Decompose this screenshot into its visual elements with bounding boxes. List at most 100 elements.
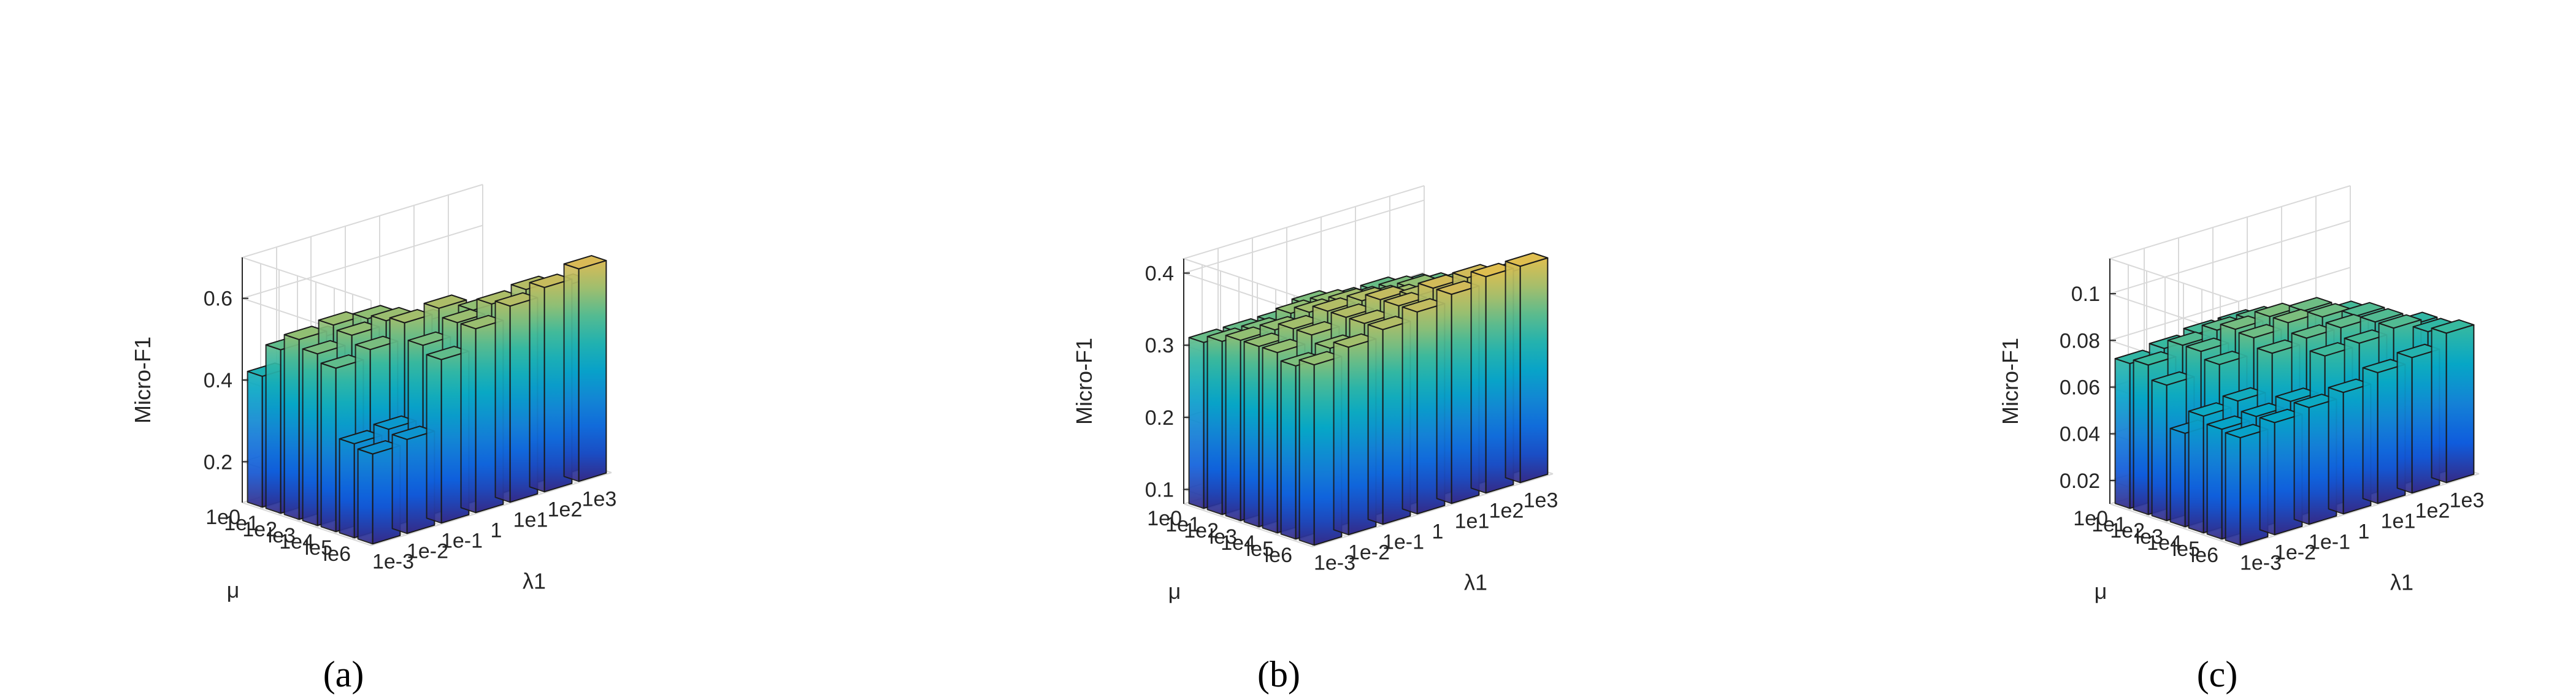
bar-top <box>460 314 504 330</box>
bar-top <box>2362 359 2406 373</box>
bar3d-chart-c: 0.020.040.060.080.11e01e11e2le31e4le5le6… <box>1998 185 2485 694</box>
bar-top <box>2359 308 2404 323</box>
bar-top <box>1470 262 1514 278</box>
gridline <box>2107 185 2351 302</box>
bar-top <box>2204 351 2248 365</box>
z-tick-label: 0.04 <box>2060 423 2100 446</box>
x-tick-label: 1e-1 <box>441 530 483 553</box>
z-tick-label: 0.3 <box>1145 334 1174 357</box>
bar-top <box>2167 331 2211 346</box>
z-tick-label: 0.6 <box>204 287 232 311</box>
bar-face <box>2396 352 2413 494</box>
bar-top <box>1365 286 1409 300</box>
bar-top <box>529 273 573 288</box>
bar-face <box>357 448 374 545</box>
y-tick-label: 1e1 <box>224 512 259 535</box>
bar-top <box>283 325 328 340</box>
bar-top <box>1330 303 1374 318</box>
z-tick-label: 0.08 <box>2060 329 2100 352</box>
bar-top <box>1401 298 1446 313</box>
bar-face <box>1298 359 1315 546</box>
x-tick-label: 1e-3 <box>372 550 414 574</box>
z-tick-label: 0.2 <box>1145 406 1174 430</box>
bar-top <box>1243 332 1287 348</box>
bar-top <box>1225 326 1269 341</box>
z-axis-label: Micro-F1 <box>1071 338 1097 425</box>
bar-face <box>1401 306 1418 515</box>
z-tick-label: 0.1 <box>1145 478 1174 501</box>
x-tick-label: 1e-3 <box>1314 552 1355 575</box>
z-tick-label: 0.02 <box>2060 470 2100 493</box>
bar-top <box>2344 329 2388 344</box>
x-tick-label: 1e3 <box>2450 489 2485 512</box>
bar-top <box>339 430 383 444</box>
bar-top <box>2275 387 2319 402</box>
bar-top <box>1367 316 1411 330</box>
bar-face <box>1333 341 1349 536</box>
bar-top <box>2220 315 2264 330</box>
bar-face <box>1243 341 1260 528</box>
z-tick-label: 0.06 <box>2060 376 2100 400</box>
bar-face <box>1367 324 1384 525</box>
bar <box>563 255 607 482</box>
bar-top <box>2293 394 2337 408</box>
x-tick-label: 1e-1 <box>1382 531 1424 554</box>
bar-face <box>2151 379 2168 522</box>
x-tick-label: 1e3 <box>582 488 617 511</box>
bar <box>1505 252 1549 484</box>
y-axis-label: μ <box>2095 579 2107 604</box>
bar-top <box>1298 351 1343 366</box>
bar-face <box>302 348 318 527</box>
bar-top <box>2272 308 2317 324</box>
y-tick-label: le6 <box>323 542 351 566</box>
gridline <box>242 502 372 546</box>
y-tick-label: 1e2 <box>2110 519 2145 542</box>
x-tick-label: 1e2 <box>2415 500 2450 523</box>
bar-top <box>2396 343 2440 359</box>
bar-top <box>2341 302 2385 317</box>
figure-caption: (a) <box>323 654 364 694</box>
y-tick-label: 1e1 <box>1165 513 1200 536</box>
bar-top <box>2241 402 2285 417</box>
y-tick-label: 1e2 <box>242 518 277 541</box>
bar-face <box>494 300 511 503</box>
y-tick-label: le3 <box>268 524 296 547</box>
bar-face <box>2114 358 2131 509</box>
figure-caption: (b) <box>1257 654 1300 694</box>
gridline <box>370 472 612 546</box>
bar-face <box>1470 271 1487 494</box>
bar-top <box>423 294 467 309</box>
bar-top <box>2206 415 2250 430</box>
bar-face <box>1505 261 1521 484</box>
bar-face <box>578 260 607 482</box>
figure-caption: (c) <box>2197 654 2238 694</box>
bar-face <box>1262 347 1278 534</box>
bar-top <box>1383 292 1427 306</box>
bar-top <box>2225 424 2269 439</box>
bar-top <box>1296 321 1340 336</box>
bar-face <box>320 362 337 533</box>
bar-top <box>2151 371 2195 386</box>
bar-top <box>2238 324 2282 339</box>
x-axis-label: λ1 <box>1464 570 1487 595</box>
bar-top <box>2378 314 2422 329</box>
y-tick-label: le5 <box>2172 538 2200 561</box>
y-tick-label: le3 <box>1209 525 1237 549</box>
bar-face <box>283 333 300 520</box>
bar-top <box>2288 297 2333 312</box>
x-tick-label: 1e-2 <box>407 540 448 563</box>
bar-top <box>320 354 364 369</box>
bar-face <box>265 344 282 514</box>
bar-top <box>336 321 380 336</box>
bar-face <box>2169 427 2186 528</box>
z-axis-label: Micro-F1 <box>130 337 155 424</box>
bar-top <box>2254 302 2298 318</box>
bar-face <box>2206 424 2223 540</box>
bar-top <box>318 311 362 326</box>
bar-top <box>2256 339 2301 354</box>
y-tick-label: 1e4 <box>279 530 314 554</box>
